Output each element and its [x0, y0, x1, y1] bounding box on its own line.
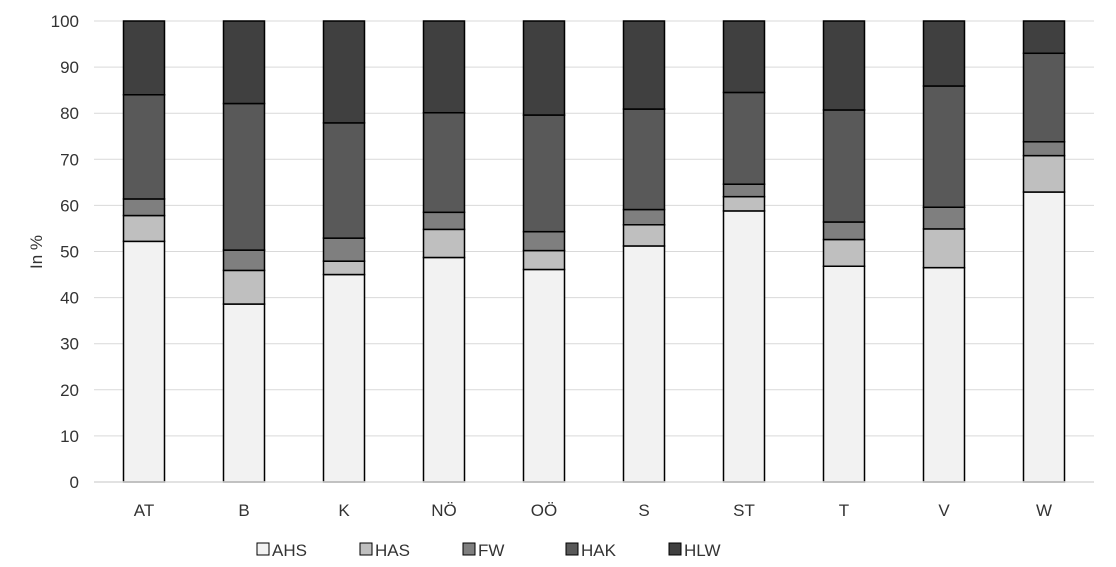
- y-tick-label: 50: [60, 243, 79, 262]
- legend-swatch-ahs: [256, 542, 270, 556]
- bar-segment-hlw-s: [622, 20, 666, 110]
- legend-swatch-hlw: [668, 542, 682, 556]
- bar-segment-hak-k: [322, 122, 366, 239]
- y-tick-label: 80: [60, 104, 79, 123]
- bar-segment-hlw-v: [922, 20, 966, 87]
- bar-segment-has-v: [922, 228, 966, 269]
- bar-segment-has-at: [122, 214, 166, 243]
- legend-label-ahs: AHS: [272, 541, 307, 560]
- bar-segment-ahs-t: [822, 265, 866, 483]
- legend-label-hak: HAK: [581, 541, 617, 560]
- bar-segment-fw-b: [222, 249, 266, 272]
- bar-segment-hak-nö: [422, 111, 466, 214]
- y-tick-label: 90: [60, 58, 79, 77]
- bar-segment-fw-nö: [422, 211, 466, 231]
- legend-label-hlw: HLW: [684, 541, 721, 560]
- bar-segment-hlw-t: [822, 20, 866, 111]
- legend-swatch-hak: [565, 542, 579, 556]
- bar-segment-fw-st: [722, 183, 766, 198]
- bar-segment-has-oö: [522, 249, 566, 271]
- bar-segment-hak-w: [1022, 52, 1066, 143]
- bar-segment-hak-s: [622, 108, 666, 211]
- bars-group: [122, 20, 1066, 483]
- bar-segment-fw-v: [922, 206, 966, 230]
- x-tick-label: B: [238, 501, 249, 520]
- bar-segment-fw-t: [822, 221, 866, 241]
- bar-segment-hlw-nö: [422, 20, 466, 114]
- bar-segment-hlw-oö: [522, 20, 566, 116]
- bar-segment-ahs-b: [222, 303, 266, 483]
- x-tick-label: V: [938, 501, 950, 520]
- legend-swatch-fw: [462, 542, 476, 556]
- legend-label-has: HAS: [375, 541, 410, 560]
- bar-segment-ahs-nö: [422, 256, 466, 483]
- bar-segment-hak-v: [922, 85, 966, 208]
- bar-segment-has-t: [822, 238, 866, 268]
- bar-segment-hak-st: [722, 91, 766, 185]
- bar-segment-has-w: [1022, 154, 1066, 193]
- bar-segment-fw-at: [122, 198, 166, 217]
- y-tick-label: 70: [60, 150, 79, 169]
- bar-segment-has-b: [222, 269, 266, 305]
- bar-segment-has-s: [622, 224, 666, 247]
- bar-segment-ahs-w: [1022, 191, 1066, 483]
- bar-segment-hlw-at: [122, 20, 166, 96]
- y-tick-label: 30: [60, 335, 79, 354]
- x-tick-label: T: [839, 501, 849, 520]
- bar-segment-hak-b: [222, 102, 266, 251]
- bar-segment-hlw-w: [1022, 20, 1066, 55]
- y-tick-label: 10: [60, 427, 79, 446]
- bar-segment-fw-w: [1022, 141, 1066, 157]
- bar-segment-has-st: [722, 195, 766, 212]
- bar-segment-fw-s: [622, 208, 666, 226]
- x-tick-label: ST: [733, 501, 755, 520]
- bar-segment-ahs-st: [722, 210, 766, 483]
- x-tick-label: K: [338, 501, 350, 520]
- bar-segment-fw-k: [322, 237, 366, 262]
- y-axis-title: In %: [27, 235, 46, 269]
- y-tick-label: 60: [60, 196, 79, 215]
- x-tick-label: AT: [134, 501, 154, 520]
- y-tick-label: 100: [51, 12, 79, 31]
- bar-segment-hlw-k: [322, 20, 366, 124]
- bar-segment-ahs-v: [922, 266, 966, 483]
- bar-segment-ahs-k: [322, 273, 366, 483]
- x-tick-label: W: [1036, 501, 1052, 520]
- bar-segment-has-nö: [422, 228, 466, 259]
- bar-segment-ahs-at: [122, 240, 166, 483]
- bar-segment-ahs-s: [622, 245, 666, 483]
- y-tick-label: 0: [70, 473, 79, 492]
- y-tick-label: 40: [60, 289, 79, 308]
- bar-segment-fw-oö: [522, 230, 566, 252]
- x-tick-label: OÖ: [531, 501, 557, 520]
- bar-segment-has-k: [322, 260, 366, 276]
- bar-segment-hak-t: [822, 109, 866, 223]
- x-tick-labels: AT B K NÖ OÖ S ST T V W: [134, 501, 1052, 520]
- bar-segment-hlw-b: [222, 20, 266, 105]
- y-tick-label: 20: [60, 381, 79, 400]
- bar-segment-hlw-st: [722, 20, 766, 94]
- bar-segment-hak-at: [122, 94, 166, 200]
- legend: AHS HAS FW HAK HLW: [256, 541, 721, 560]
- x-tick-label: NÖ: [431, 501, 457, 520]
- bar-segment-ahs-oö: [522, 268, 566, 483]
- legend-label-fw: FW: [478, 541, 504, 560]
- legend-swatch-has: [359, 542, 373, 556]
- x-tick-label: S: [638, 501, 649, 520]
- bar-segment-hak-oö: [522, 114, 566, 233]
- y-tick-labels: 0 10 20 30 40 50 60 70 80 90 100: [51, 12, 79, 492]
